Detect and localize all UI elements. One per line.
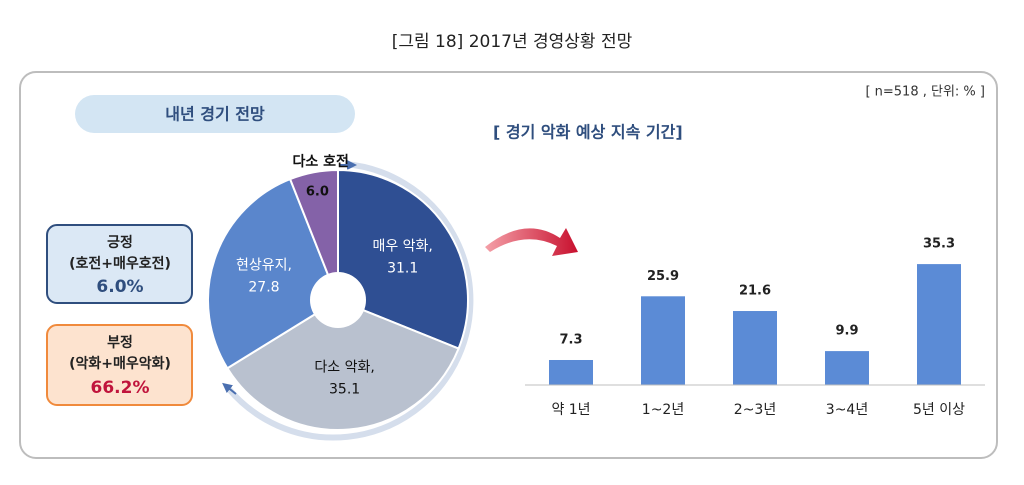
x-tick-label: 5년 이상 [913, 402, 965, 418]
bar [917, 264, 961, 385]
summary-value: 6.0% [96, 277, 143, 297]
value-label: 35.3 [923, 237, 955, 252]
value-label: 25.9 [647, 269, 679, 284]
slice-label: 현상유지, [236, 257, 292, 273]
pie-slice [207, 177, 340, 370]
donut-hole [310, 272, 366, 328]
x-tick-label: 2~3년 [734, 402, 776, 418]
note: [ n=518 , 단위: % ] [865, 85, 985, 100]
slice-value: 27.8 [248, 279, 279, 295]
slice-value: 6.0 [306, 184, 329, 199]
summary-label: 긍정 [107, 234, 133, 251]
slice-label: 다소 호전 [293, 153, 349, 170]
value-label: 9.9 [835, 324, 858, 339]
bar-chart: 7.3 약 1년 25.9 1~2년 21.6 2~3년 9.9 3~4년 35.3 5년 이상 [525, 237, 985, 418]
value-label: 21.6 [739, 284, 771, 299]
summary-detail: (호전+매우호전) [69, 255, 171, 272]
summary-value: 66.2% [91, 378, 150, 398]
pie-slice [225, 298, 460, 431]
summary-detail: (악화+매우악화) [69, 355, 171, 372]
pie-title-badge [75, 95, 355, 133]
bar [549, 359, 593, 385]
ring-arrow [222, 382, 237, 395]
pie-slice [288, 168, 339, 301]
summary-label: 부정 [107, 334, 133, 351]
bar [641, 296, 685, 385]
bar-title: [ 경기 악화 예상 지속 기간] [493, 123, 683, 142]
figure-title: [그림 18] 2017년 경영상황 전망 [392, 32, 633, 52]
summary-box [46, 324, 193, 406]
ring [225, 161, 474, 441]
pie-slice [337, 168, 469, 350]
value-label: 7.3 [559, 332, 582, 347]
bar [733, 311, 777, 385]
pie-chart: 매우 악화, 31.1 다소 악화, 35.1 현상유지, 27.8 다소 호전 6.0 [207, 153, 469, 431]
arrow [485, 228, 578, 256]
slice-value: 35.1 [329, 382, 360, 398]
x-tick-label: 3~4년 [826, 402, 868, 418]
slice-label: 다소 악화, [314, 360, 374, 376]
x-tick-label: 약 1년 [551, 402, 590, 418]
summary-box [46, 224, 193, 304]
slice-value: 31.1 [387, 260, 418, 276]
bar [825, 351, 869, 385]
x-tick-label: 1~2년 [642, 402, 684, 418]
pie-title: 내년 경기 전망 [165, 105, 265, 124]
slice-label: 매우 악화, [372, 238, 432, 254]
